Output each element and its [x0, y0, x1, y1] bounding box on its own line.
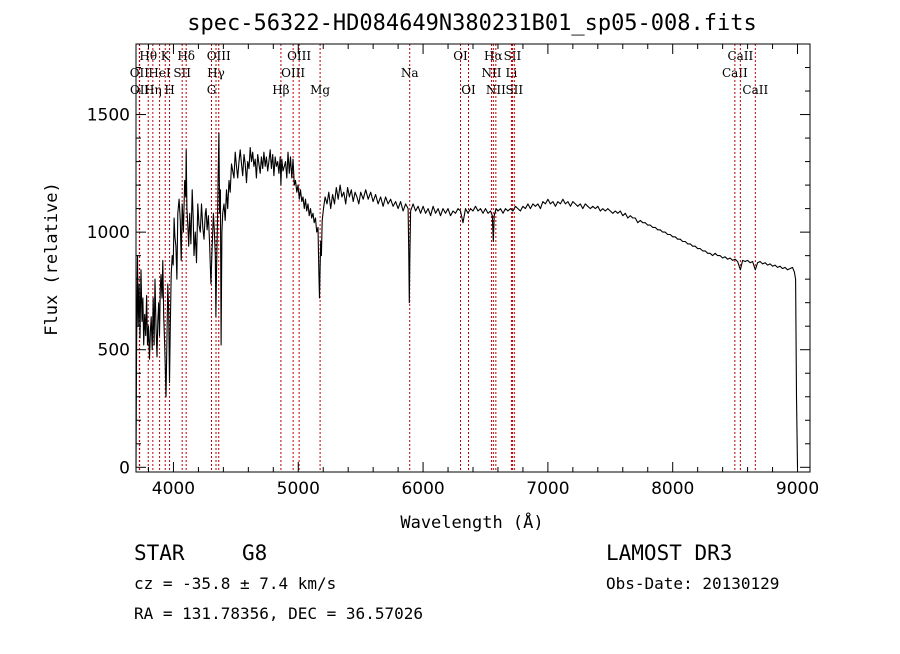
- line-label-6: H: [164, 83, 174, 97]
- line-label-12: Hβ: [272, 83, 289, 97]
- y-tick-label-3: 1500: [87, 106, 130, 126]
- x-tick-label-2: 6000: [401, 479, 444, 499]
- y-tick-label-1: 500: [98, 341, 130, 361]
- series-line-0: [135, 132, 799, 468]
- line-label-8: Hδ: [177, 49, 195, 63]
- line-label-18: OI: [461, 83, 476, 97]
- line-label-21: NII: [486, 83, 506, 97]
- object-class: STAR: [134, 541, 185, 565]
- line-label-11: OIII: [207, 49, 231, 63]
- x-tick-label-4: 8000: [651, 479, 694, 499]
- line-label-10: Hγ: [207, 66, 225, 80]
- line-label-17: OI: [453, 49, 468, 63]
- coords-text: RA = 131.78356, DEC = 36.57026: [134, 604, 423, 623]
- line-label-5: K: [161, 49, 171, 63]
- survey-name: LAMOST DR3: [606, 541, 732, 565]
- line-label-23: SII: [504, 49, 522, 63]
- line-label-22: Li: [506, 66, 518, 80]
- chart-title: spec-56322-HD084649N380231B01_sp05-008.f…: [187, 11, 757, 36]
- line-label-19: NII: [481, 66, 501, 80]
- line-label-25: CaII: [722, 66, 748, 80]
- line-label-2: Hθ: [139, 49, 157, 63]
- line-label-26: CaII: [727, 49, 753, 63]
- line-label-14: OIII: [287, 49, 311, 63]
- x-tick-label-3: 7000: [526, 479, 569, 499]
- x-axis-label: Wavelength (Å): [400, 511, 543, 533]
- object-subclass: G8: [242, 541, 267, 565]
- line-label-4: HeI: [148, 66, 171, 80]
- spectral-lines-layer: OIIOIIHθHηHeIKHSIIHδGHγOIIIHβOIIIOIIIMgN…: [130, 44, 768, 472]
- line-label-3: Hη: [144, 83, 162, 97]
- line-label-16: Na: [401, 66, 419, 80]
- y-tick-label-0: 0: [119, 458, 130, 478]
- obs-date-text: Obs-Date: 20130129: [606, 574, 779, 593]
- line-label-20: Hα: [484, 49, 503, 63]
- line-label-24: SII: [505, 83, 523, 97]
- line-label-7: SII: [173, 66, 191, 80]
- x-tick-label-1: 5000: [277, 479, 320, 499]
- line-label-9: G: [207, 83, 217, 97]
- y-axis-label: Flux (relative): [42, 182, 62, 336]
- y-tick-label-2: 1000: [87, 223, 130, 243]
- x-tick-label-0: 4000: [152, 479, 195, 499]
- line-label-13: OIII: [281, 66, 305, 80]
- line-label-1: OII: [130, 83, 150, 97]
- x-tick-label-5: 9000: [776, 479, 819, 499]
- series-layer: [135, 132, 799, 468]
- axis-ticks-layer: 4000 5000 6000 7000 8000 9000 0 500 1000 1500: [87, 44, 819, 499]
- line-label-27: CaII: [742, 83, 768, 97]
- line-label-15: Mg: [310, 83, 330, 97]
- redshift-text: cz = -35.8 ± 7.4 km/s: [134, 574, 336, 593]
